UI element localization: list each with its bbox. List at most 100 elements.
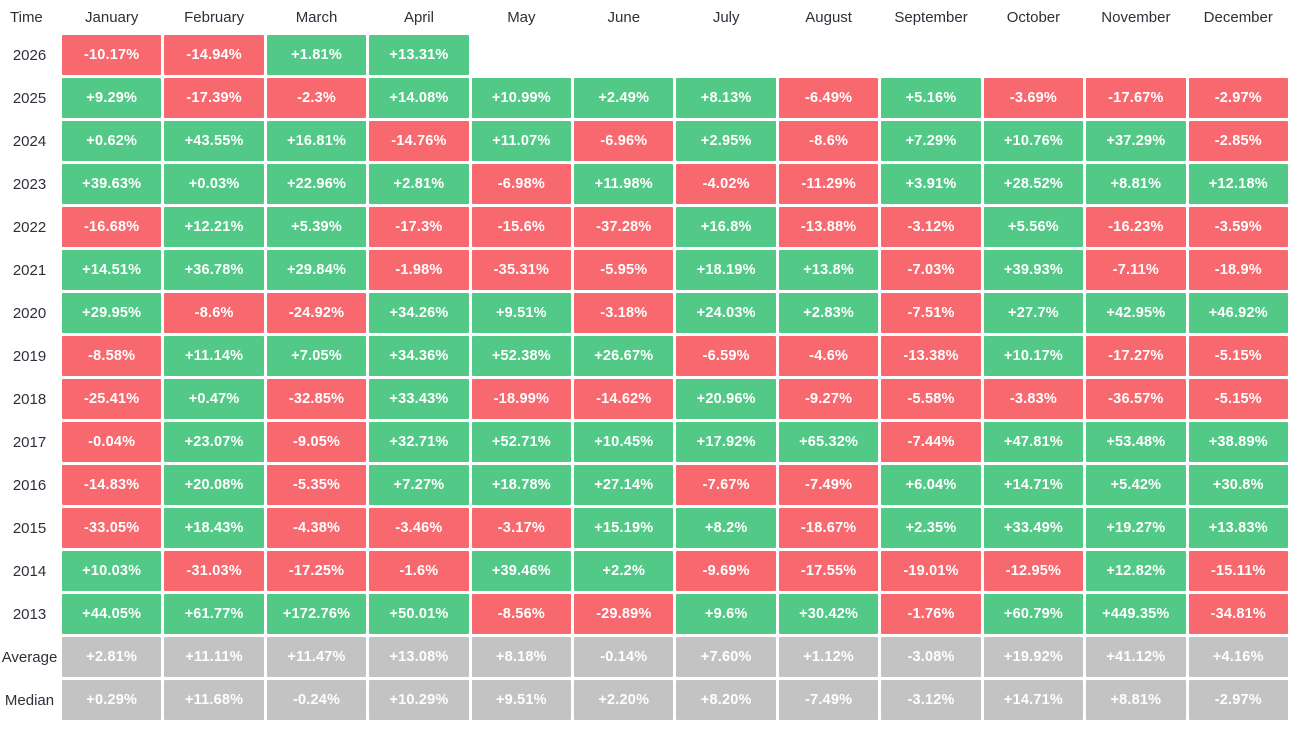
- row-label-2013: 2013: [12, 605, 47, 623]
- row-label-2025: 2025: [12, 89, 47, 107]
- empty-cell: [472, 35, 571, 75]
- return-cell: +0.47%: [164, 379, 264, 419]
- return-cell: +9.51%: [471, 680, 572, 720]
- return-cell: +5.39%: [266, 207, 367, 247]
- return-cell: -2.3%: [266, 78, 367, 118]
- return-cell: -1.6%: [369, 551, 469, 591]
- return-cell: +2.81%: [369, 164, 469, 204]
- month-header-july: July: [712, 8, 740, 26]
- return-cell: +6.04%: [881, 465, 981, 505]
- return-cell: -8.6%: [778, 121, 879, 161]
- return-cell: +60.79%: [983, 594, 1084, 634]
- return-cell: +0.29%: [62, 680, 162, 720]
- return-cell: +32.71%: [369, 422, 469, 462]
- return-cell: -24.92%: [266, 293, 367, 333]
- return-cell: +2.83%: [778, 293, 879, 333]
- row-label-2016: 2016: [12, 476, 47, 494]
- return-cell: +17.92%: [676, 422, 776, 462]
- return-cell: -32.85%: [266, 379, 367, 419]
- return-cell: -11.29%: [778, 164, 879, 204]
- return-cell: +14.71%: [983, 680, 1084, 720]
- return-cell: -7.49%: [778, 680, 879, 720]
- return-cell: +9.6%: [676, 594, 776, 634]
- return-cell: -3.46%: [369, 508, 469, 548]
- empty-cell: [1189, 35, 1288, 75]
- return-cell: +24.03%: [676, 293, 776, 333]
- return-cell: -4.02%: [676, 164, 776, 204]
- return-cell: -10.17%: [62, 35, 162, 75]
- return-cell: +11.98%: [574, 164, 674, 204]
- row-label-2020: 2020: [12, 304, 47, 322]
- return-cell: +5.42%: [1086, 465, 1186, 505]
- return-cell: -9.27%: [778, 379, 879, 419]
- return-cell: -17.55%: [778, 551, 879, 591]
- return-cell: +5.56%: [983, 207, 1084, 247]
- return-cell: -3.83%: [983, 379, 1084, 419]
- return-cell: +14.51%: [62, 250, 162, 290]
- return-cell: -1.76%: [881, 594, 981, 634]
- return-cell: +39.93%: [983, 250, 1084, 290]
- row-label-median: Median: [4, 691, 55, 709]
- return-cell: -13.38%: [881, 336, 981, 376]
- month-header-december: December: [1203, 8, 1273, 26]
- return-cell: +11.47%: [266, 637, 367, 677]
- return-cell: -13.88%: [778, 207, 879, 247]
- return-cell: -7.49%: [778, 465, 879, 505]
- month-header-may: May: [507, 8, 536, 26]
- return-cell: +22.96%: [266, 164, 367, 204]
- return-cell: +18.43%: [164, 508, 264, 548]
- return-cell: +13.08%: [369, 637, 469, 677]
- row-label-2024: 2024: [12, 132, 47, 150]
- return-cell: -15.6%: [471, 207, 572, 247]
- return-cell: -36.57%: [1086, 379, 1186, 419]
- empty-cell: [676, 35, 775, 75]
- return-cell: +8.20%: [676, 680, 776, 720]
- return-cell: +2.2%: [574, 551, 674, 591]
- return-cell: +2.49%: [574, 78, 674, 118]
- return-cell: +10.03%: [62, 551, 162, 591]
- return-cell: -17.27%: [1086, 336, 1186, 376]
- return-cell: -14.94%: [164, 35, 264, 75]
- return-cell: +13.31%: [369, 35, 469, 75]
- return-cell: +33.43%: [369, 379, 469, 419]
- return-cell: -18.99%: [471, 379, 572, 419]
- return-cell: +30.8%: [1188, 465, 1288, 505]
- return-cell: +2.20%: [574, 680, 674, 720]
- return-cell: +12.18%: [1188, 164, 1288, 204]
- return-cell: +11.11%: [164, 637, 264, 677]
- return-cell: +52.38%: [471, 336, 572, 376]
- row-label-2015: 2015: [12, 519, 47, 537]
- return-cell: -3.12%: [881, 207, 981, 247]
- return-cell: -6.98%: [471, 164, 572, 204]
- row-label-2023: 2023: [12, 175, 47, 193]
- return-cell: +65.32%: [778, 422, 879, 462]
- return-cell: +29.95%: [62, 293, 162, 333]
- row-label-2014: 2014: [12, 562, 47, 580]
- return-cell: +5.16%: [881, 78, 981, 118]
- return-cell: +9.29%: [62, 78, 162, 118]
- return-cell: -5.95%: [574, 250, 674, 290]
- return-cell: +2.95%: [676, 121, 776, 161]
- return-cell: +15.19%: [574, 508, 674, 548]
- month-header-june: June: [607, 8, 641, 26]
- return-cell: +4.16%: [1188, 637, 1288, 677]
- return-cell: +26.67%: [574, 336, 674, 376]
- return-cell: -6.59%: [676, 336, 776, 376]
- return-cell: +37.29%: [1086, 121, 1186, 161]
- empty-cell: [574, 35, 673, 75]
- return-cell: -29.89%: [574, 594, 674, 634]
- return-cell: +8.81%: [1086, 164, 1186, 204]
- return-cell: -33.05%: [62, 508, 162, 548]
- month-header-september: September: [894, 8, 968, 26]
- return-cell: -3.08%: [881, 637, 981, 677]
- return-cell: +13.8%: [778, 250, 879, 290]
- row-label-2019: 2019: [12, 347, 47, 365]
- return-cell: -8.56%: [471, 594, 572, 634]
- return-cell: -3.17%: [471, 508, 572, 548]
- return-cell: -14.62%: [574, 379, 674, 419]
- return-cell: +27.14%: [574, 465, 674, 505]
- row-label-2017: 2017: [12, 433, 47, 451]
- return-cell: +2.81%: [62, 637, 162, 677]
- return-cell: +30.42%: [778, 594, 879, 634]
- return-cell: +44.05%: [62, 594, 162, 634]
